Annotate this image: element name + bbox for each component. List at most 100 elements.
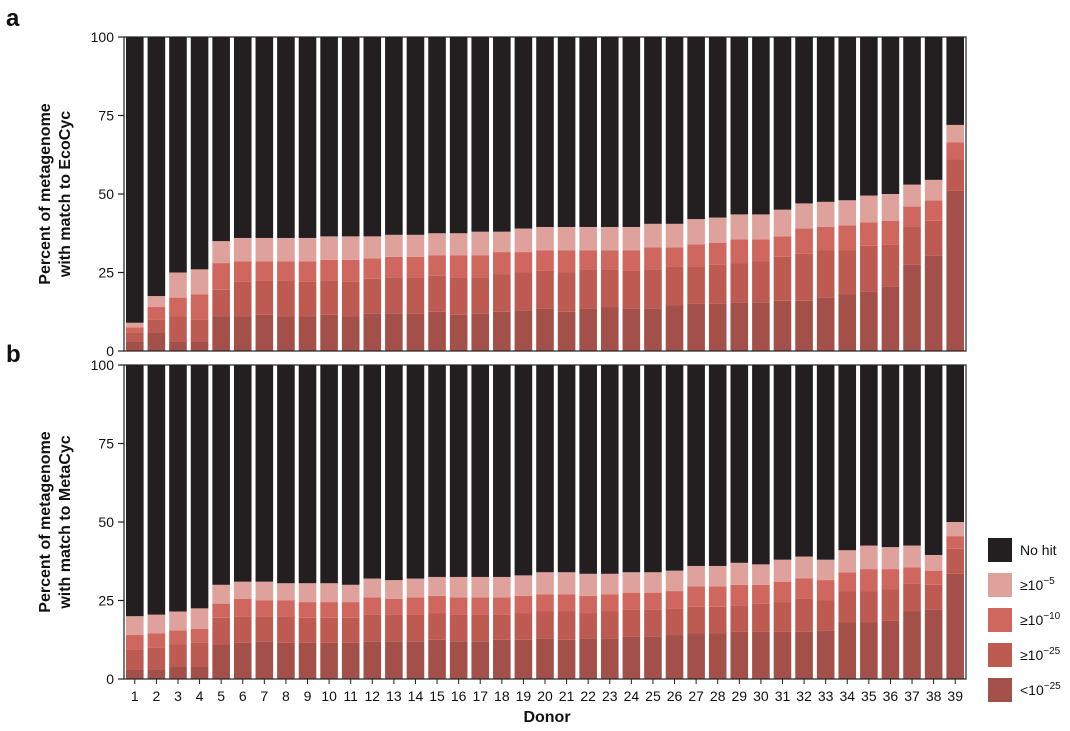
bar-segment-a-donor-9-s3: [298, 237, 317, 262]
bar-segment-a-donor-22-s0: [579, 308, 597, 351]
bar-segment-a-donor-25-s2: [644, 247, 662, 270]
bar-segment-b-donor-6-s0: [233, 642, 252, 679]
bar-segment-b-donor-39-s3: [946, 522, 964, 537]
bar-segment-a-donor-30-s1: [752, 261, 770, 303]
bar-segment-b-donor-33-s3: [816, 559, 835, 581]
bar-segment-b-donor-21-s1: [557, 611, 576, 640]
bar-segment-a-donor-8-s4: [277, 37, 295, 238]
bar-segment-b-donor-36-s1: [881, 589, 900, 621]
x-tick-label-14: 14: [408, 688, 424, 704]
bar-segment-a-donor-27-s1: [687, 266, 705, 304]
y-axis-label: Percent of metagenome with match to MetaC…: [37, 431, 74, 612]
bar-segment-a-donor-23-s3: [600, 226, 619, 251]
bar-segment-b-donor-29-s0: [730, 631, 749, 679]
bar-segment-b-donor-12-s2: [363, 597, 382, 615]
bar-segment-b-donor-20-s3: [536, 572, 554, 595]
bar-segment-b-donor-4-s4: [190, 365, 209, 609]
bar-segment-b-donor-10-s3: [320, 583, 338, 603]
bar-segment-a-donor-34-s0: [838, 294, 857, 351]
bar-segment-b-donor-4-s1: [190, 642, 209, 667]
bar-segment-a-donor-13-s1: [385, 277, 403, 314]
bar-segment-b-donor-28-s3: [708, 565, 727, 587]
bar-segment-a-donor-37-s2: [903, 206, 921, 227]
legend-label-4: <10−25: [1020, 681, 1061, 698]
bar-segment-b-donor-32-s0: [795, 631, 813, 679]
x-tick-label-27: 27: [688, 688, 704, 704]
bar-segment-b-donor-5-s2: [212, 603, 230, 618]
bar-segment-b-donor-15-s4: [428, 365, 446, 577]
bar-segment-b-donor-39-s0: [946, 573, 964, 679]
bar-segment-b-donor-3-s4: [169, 365, 187, 612]
bar-segment-b-donor-13-s0: [385, 641, 403, 679]
bar-segment-b-donor-26-s2: [665, 591, 684, 609]
bar-segment-a-donor-7-s3: [255, 237, 274, 262]
bar-segment-a-donor-8-s2: [277, 261, 295, 281]
bar-segment-a-donor-2-s4: [147, 37, 166, 297]
bar-segment-b-donor-13-s2: [385, 598, 403, 615]
bar-segment-b-donor-3-s1: [169, 644, 187, 667]
bar-segment-a-donor-32-s2: [795, 228, 813, 254]
bar-segment-a-donor-23-s1: [600, 269, 619, 308]
x-tick-label-8: 8: [282, 688, 290, 704]
bar-segment-b-donor-1-s2: [126, 635, 144, 650]
bar-segment-a-donor-26-s0: [665, 305, 684, 351]
bar-segment-a-donor-5-s2: [212, 263, 230, 290]
bar-segment-a-donor-31-s4: [773, 37, 792, 210]
bar-segment-a-donor-17-s0: [471, 313, 490, 351]
bar-segment-b-donor-11-s2: [341, 602, 360, 618]
bar-segment-b-donor-33-s4: [816, 365, 835, 560]
bar-segment-a-donor-29-s2: [730, 239, 749, 264]
y-tick-label: 0: [106, 671, 114, 687]
y-tick-label: 100: [91, 357, 115, 373]
bar-segment-b-donor-25-s0: [644, 636, 662, 679]
bar-segment-b-donor-2-s0: [147, 669, 166, 679]
bar-segment-a-donor-16-s1: [449, 277, 468, 315]
bar-segment-b-donor-34-s0: [838, 622, 857, 679]
bar-segment-b-donor-9-s3: [298, 583, 317, 603]
x-tick-label-1: 1: [131, 688, 139, 704]
bar-segment-a-donor-26-s1: [665, 266, 684, 306]
bar-segment-a-donor-19-s2: [514, 252, 533, 273]
bar-segment-a-donor-19-s1: [514, 272, 533, 311]
bar-segment-b-donor-27-s0: [687, 633, 705, 679]
bar-segment-a-donor-17-s1: [471, 277, 490, 314]
x-tick-label-4: 4: [196, 688, 204, 704]
bar-segment-a-donor-24-s2: [622, 250, 641, 271]
x-tick-label-11: 11: [343, 688, 358, 704]
x-tick-label-19: 19: [516, 688, 532, 704]
bar-segment-b-donor-39-s4: [946, 365, 964, 522]
bar-segment-b-donor-13-s3: [385, 580, 403, 599]
bar-segment-a-donor-1-s1: [126, 332, 144, 342]
bar-segment-a-donor-39-s4: [946, 37, 964, 125]
bar-segment-a-donor-7-s0: [255, 314, 274, 351]
bar-segment-a-donor-14-s1: [406, 277, 425, 314]
bar-segment-b-donor-21-s3: [557, 572, 576, 595]
bar-segment-b-donor-9-s1: [298, 617, 317, 643]
x-tick-label-23: 23: [602, 688, 618, 704]
bar-segment-a-donor-35-s4: [860, 37, 878, 196]
bar-segment-b-donor-19-s0: [514, 639, 533, 679]
bar-segment-b-donor-21-s4: [557, 365, 576, 573]
bar-segment-a-donor-15-s4: [428, 37, 446, 234]
bar-segment-b-donor-23-s2: [600, 594, 619, 612]
y-tick-label: 100: [91, 29, 115, 45]
bar-segment-b-donor-12-s3: [363, 578, 382, 598]
x-tick-label-2: 2: [152, 688, 160, 704]
bar-segment-a-donor-19-s3: [514, 228, 533, 253]
bar-segment-a-donor-23-s2: [600, 250, 619, 270]
bar-segment-a-donor-21-s4: [557, 37, 576, 227]
x-tick-label-6: 6: [239, 688, 247, 704]
bar-segment-b-donor-18-s4: [493, 365, 511, 577]
bar-segment-b-donor-32-s3: [795, 556, 813, 579]
x-tick-label-24: 24: [624, 688, 640, 704]
bar-segment-a-donor-21-s3: [557, 226, 576, 251]
bar-segment-b-donor-31-s0: [773, 631, 792, 679]
bar-segment-b-donor-15-s0: [428, 639, 446, 679]
bar-segment-a-donor-16-s3: [449, 233, 468, 256]
bar-segment-b-donor-3-s3: [169, 611, 187, 631]
bar-segment-b-donor-30-s3: [752, 564, 770, 585]
bar-segment-a-donor-26-s3: [665, 223, 684, 248]
bar-segment-a-donor-27-s2: [687, 244, 705, 267]
bar-segment-a-donor-16-s4: [449, 37, 468, 234]
